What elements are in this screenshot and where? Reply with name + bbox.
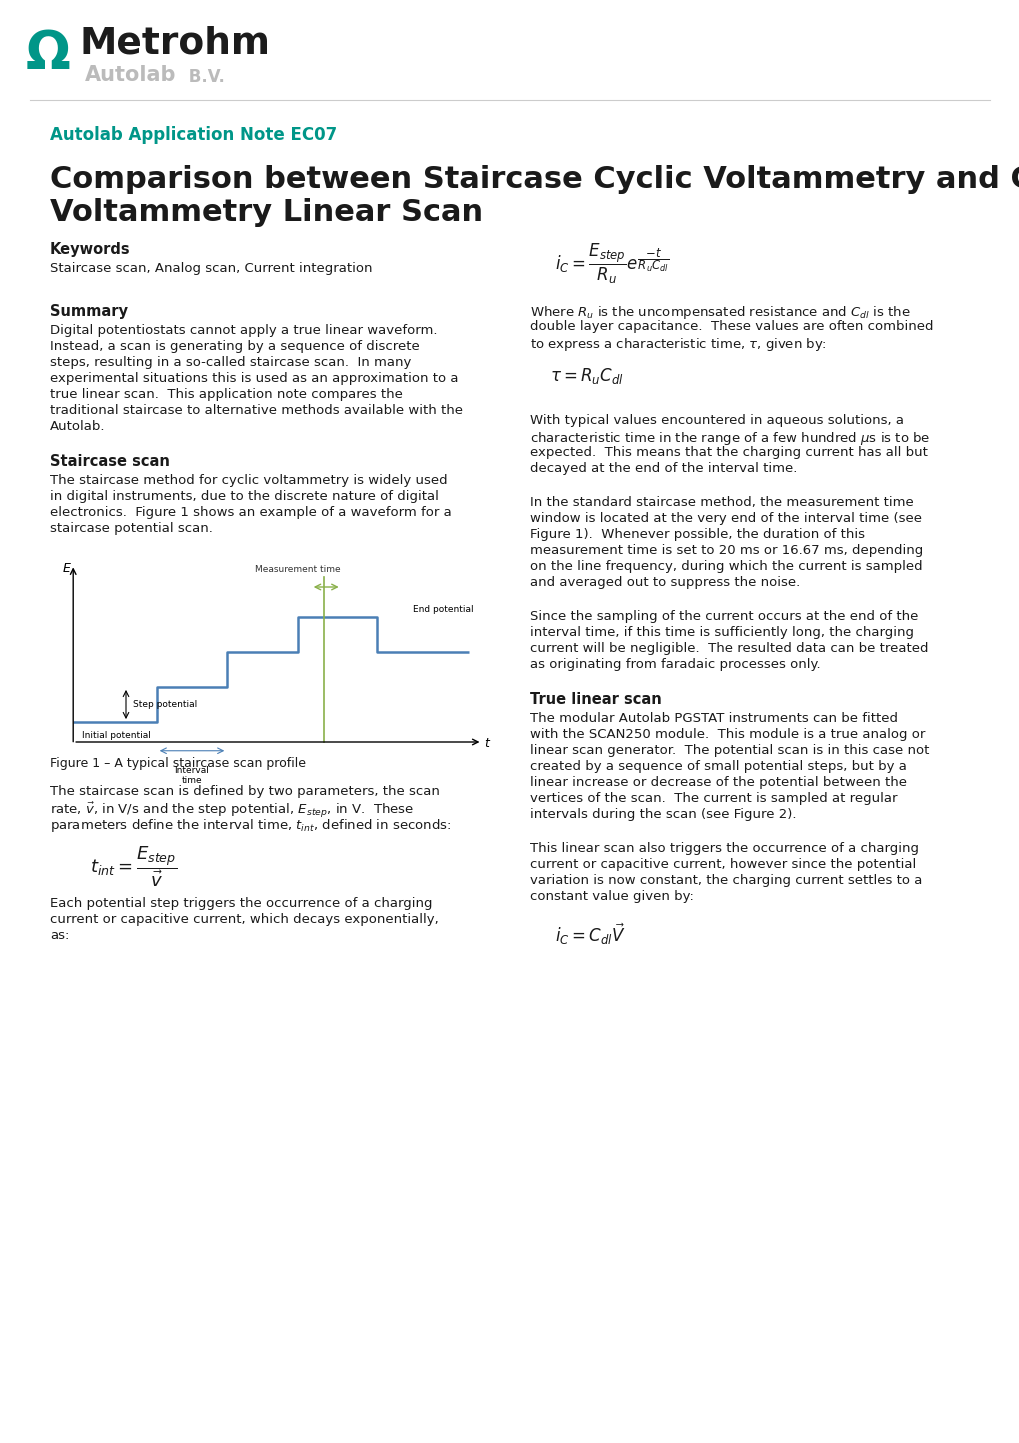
Text: Measurement time: Measurement time xyxy=(255,566,340,574)
Text: $i_C = \dfrac{E_{step}}{R_u}e^{\dfrac{-t}{R_u C_{dl}}}$: $i_C = \dfrac{E_{step}}{R_u}e^{\dfrac{-t… xyxy=(554,242,668,286)
Text: expected.  This means that the charging current has all but: expected. This means that the charging c… xyxy=(530,446,927,459)
Text: $\tau = R_u C_{dl}$: $\tau = R_u C_{dl}$ xyxy=(549,367,624,385)
Text: Staircase scan: Staircase scan xyxy=(50,455,170,469)
Text: Ω: Ω xyxy=(25,27,70,79)
Text: decayed at the end of the interval time.: decayed at the end of the interval time. xyxy=(530,462,797,475)
Text: Each potential step triggers the occurrence of a charging: Each potential step triggers the occurre… xyxy=(50,898,432,911)
Text: steps, resulting in a so-called staircase scan.  In many: steps, resulting in a so-called staircas… xyxy=(50,356,411,369)
Text: intervals during the scan (see Figure 2).: intervals during the scan (see Figure 2)… xyxy=(530,808,796,821)
Text: Digital potentiostats cannot apply a true linear waveform.: Digital potentiostats cannot apply a tru… xyxy=(50,325,437,338)
Text: vertices of the scan.  The current is sampled at regular: vertices of the scan. The current is sam… xyxy=(530,792,897,805)
Text: rate, $\vec{v}$, in V/s and the step potential, $E_{step}$, in V.  These: rate, $\vec{v}$, in V/s and the step pot… xyxy=(50,801,414,821)
Text: Figure 1 – A typical staircase scan profile: Figure 1 – A typical staircase scan prof… xyxy=(50,758,306,771)
Text: In the standard staircase method, the measurement time: In the standard staircase method, the me… xyxy=(530,496,913,509)
Text: Autolab: Autolab xyxy=(85,65,176,85)
Text: current or capacitive current, however since the potential: current or capacitive current, however s… xyxy=(530,859,915,872)
Text: True linear scan: True linear scan xyxy=(530,693,661,707)
Text: Keywords: Keywords xyxy=(50,242,130,257)
Text: with the SCAN250 module.  This module is a true analog or: with the SCAN250 module. This module is … xyxy=(530,729,924,742)
Text: B.V.: B.V. xyxy=(182,68,224,87)
Text: in digital instruments, due to the discrete nature of digital: in digital instruments, due to the discr… xyxy=(50,491,438,504)
Text: $i_C = C_{dl}\vec{V}$: $i_C = C_{dl}\vec{V}$ xyxy=(554,922,625,948)
Text: With typical values encountered in aqueous solutions, a: With typical values encountered in aqueo… xyxy=(530,414,903,427)
Text: Autolab Application Note EC07: Autolab Application Note EC07 xyxy=(50,126,337,144)
Text: E: E xyxy=(62,561,70,574)
Text: and averaged out to suppress the noise.: and averaged out to suppress the noise. xyxy=(530,576,800,589)
Text: Where $R_u$ is the uncompensated resistance and $C_{dl}$ is the: Where $R_u$ is the uncompensated resista… xyxy=(530,304,910,320)
Text: linear scan generator.  The potential scan is in this case not: linear scan generator. The potential sca… xyxy=(530,745,928,758)
Text: Metrohm: Metrohm xyxy=(79,25,271,61)
Text: The modular Autolab PGSTAT instruments can be fitted: The modular Autolab PGSTAT instruments c… xyxy=(530,711,897,724)
Text: Instead, a scan is generating by a sequence of discrete: Instead, a scan is generating by a seque… xyxy=(50,341,420,354)
Text: Interval
time: Interval time xyxy=(174,766,209,785)
Text: as:: as: xyxy=(50,929,69,942)
Text: parameters define the interval time, $t_{int}$, defined in seconds:: parameters define the interval time, $t_… xyxy=(50,817,450,834)
Text: This linear scan also triggers the occurrence of a charging: This linear scan also triggers the occur… xyxy=(530,843,918,856)
Text: Figure 1).  Whenever possible, the duration of this: Figure 1). Whenever possible, the durati… xyxy=(530,528,864,541)
Text: current or capacitive current, which decays exponentially,: current or capacitive current, which dec… xyxy=(50,913,438,926)
Text: on the line frequency, during which the current is sampled: on the line frequency, during which the … xyxy=(530,560,922,573)
Text: linear increase or decrease of the potential between the: linear increase or decrease of the poten… xyxy=(530,776,906,789)
Text: window is located at the very end of the interval time (see: window is located at the very end of the… xyxy=(530,512,921,525)
Text: measurement time is set to 20 ms or 16.67 ms, depending: measurement time is set to 20 ms or 16.6… xyxy=(530,544,922,557)
Text: true linear scan.  This application note compares the: true linear scan. This application note … xyxy=(50,388,403,401)
Text: Comparison between Staircase Cyclic Voltammetry and Cyclic: Comparison between Staircase Cyclic Volt… xyxy=(50,165,1019,193)
Text: Staircase scan, Analog scan, Current integration: Staircase scan, Analog scan, Current int… xyxy=(50,263,372,276)
Text: created by a sequence of small potential steps, but by a: created by a sequence of small potential… xyxy=(530,760,906,773)
Text: t: t xyxy=(484,737,489,750)
Text: Summary: Summary xyxy=(50,304,127,319)
Text: electronics.  Figure 1 shows an example of a waveform for a: electronics. Figure 1 shows an example o… xyxy=(50,506,451,519)
Text: Since the sampling of the current occurs at the end of the: Since the sampling of the current occurs… xyxy=(530,610,917,623)
Text: Voltammetry Linear Scan: Voltammetry Linear Scan xyxy=(50,198,483,227)
Text: constant value given by:: constant value given by: xyxy=(530,890,693,903)
Text: Step potential: Step potential xyxy=(132,700,197,709)
Text: current will be negligible.  The resulted data can be treated: current will be negligible. The resulted… xyxy=(530,642,927,655)
Text: staircase potential scan.: staircase potential scan. xyxy=(50,522,213,535)
Text: Initial potential: Initial potential xyxy=(82,730,151,740)
Text: The staircase scan is defined by two parameters, the scan: The staircase scan is defined by two par… xyxy=(50,785,439,798)
Text: interval time, if this time is sufficiently long, the charging: interval time, if this time is sufficien… xyxy=(530,626,913,639)
Text: characteristic time in the range of a few hundred $\mu$s is to be: characteristic time in the range of a fe… xyxy=(530,430,929,447)
Text: double layer capacitance.  These values are often combined: double layer capacitance. These values a… xyxy=(530,320,932,333)
Text: variation is now constant, the charging current settles to a: variation is now constant, the charging … xyxy=(530,874,921,887)
Text: traditional staircase to alternative methods available with the: traditional staircase to alternative met… xyxy=(50,404,463,417)
Text: as originating from faradaic processes only.: as originating from faradaic processes o… xyxy=(530,658,820,671)
Text: experimental situations this is used as an approximation to a: experimental situations this is used as … xyxy=(50,372,459,385)
Text: Autolab.: Autolab. xyxy=(50,420,105,433)
Text: $t_{int} = \dfrac{E_{step}}{\vec{v}}$: $t_{int} = \dfrac{E_{step}}{\vec{v}}$ xyxy=(90,846,177,889)
Text: End potential: End potential xyxy=(413,606,473,615)
Text: to express a characteristic time, $\tau$, given by:: to express a characteristic time, $\tau$… xyxy=(530,336,826,354)
Text: The staircase method for cyclic voltammetry is widely used: The staircase method for cyclic voltamme… xyxy=(50,473,447,486)
